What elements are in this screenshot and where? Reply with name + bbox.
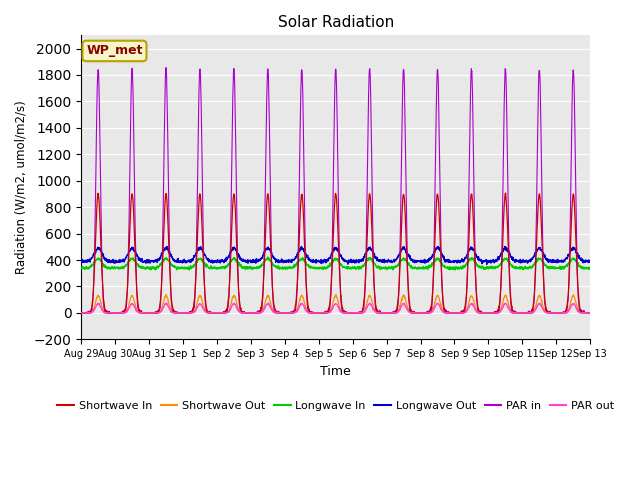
- Title: Solar Radiation: Solar Radiation: [278, 15, 394, 30]
- Y-axis label: Radiation (W/m2, umol/m2/s): Radiation (W/m2, umol/m2/s): [15, 100, 28, 274]
- Legend: Shortwave In, Shortwave Out, Longwave In, Longwave Out, PAR in, PAR out: Shortwave In, Shortwave Out, Longwave In…: [53, 396, 618, 416]
- Text: WP_met: WP_met: [86, 45, 143, 58]
- X-axis label: Time: Time: [321, 365, 351, 378]
